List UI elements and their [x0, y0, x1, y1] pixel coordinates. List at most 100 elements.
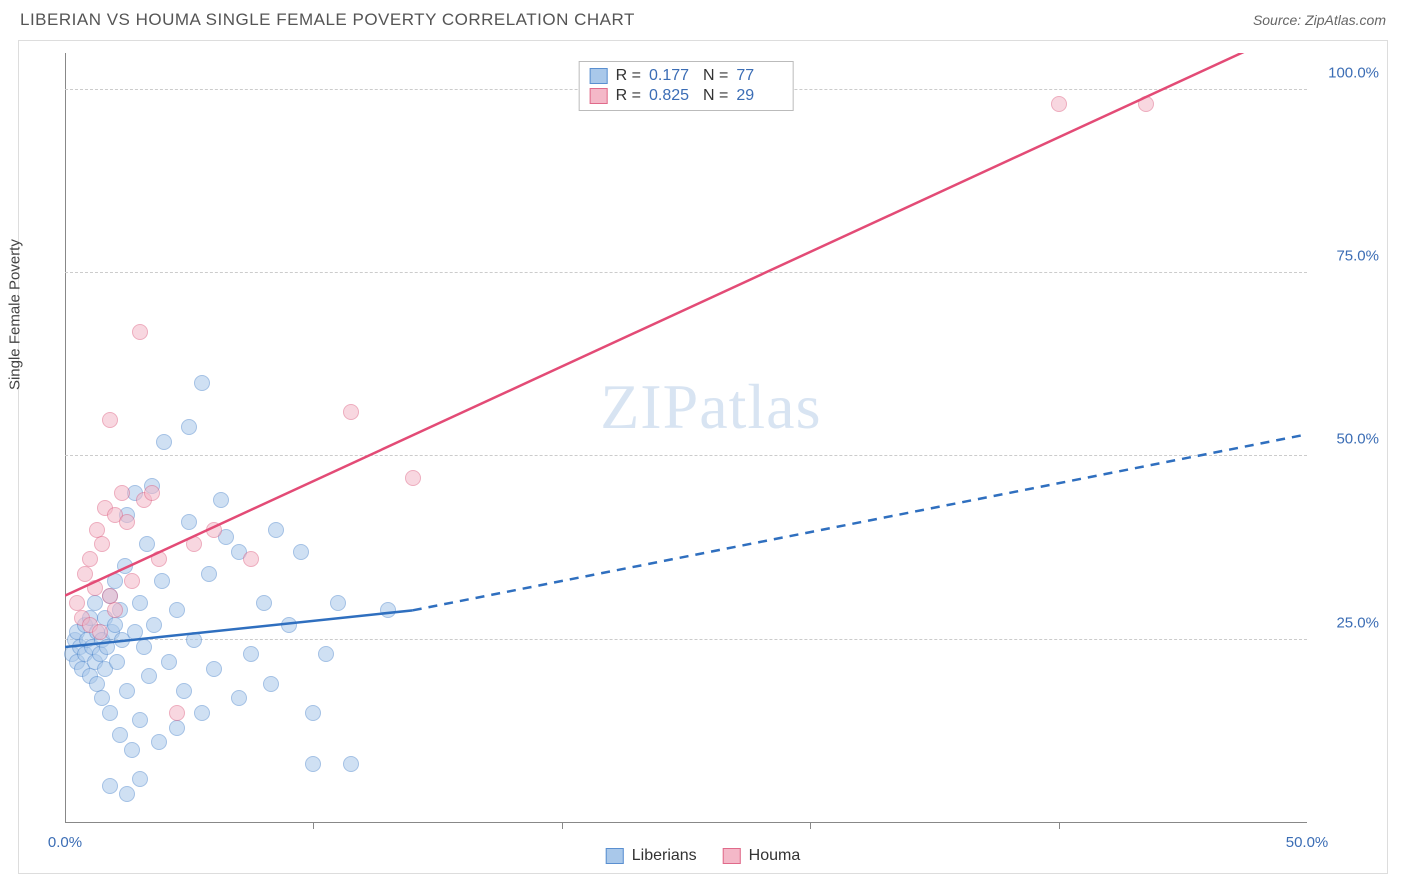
- scatter-point-liberians: [194, 375, 210, 391]
- scatter-point-liberians: [89, 676, 105, 692]
- x-tick: [1059, 823, 1060, 829]
- watermark: ZIPatlas: [600, 370, 821, 444]
- scatter-point-liberians: [109, 654, 125, 670]
- scatter-point-houma: [102, 412, 118, 428]
- scatter-point-houma: [1138, 96, 1154, 112]
- regression-lines: [65, 53, 1307, 823]
- scatter-point-liberians: [293, 544, 309, 560]
- scatter-point-liberians: [169, 602, 185, 618]
- scatter-point-houma: [343, 404, 359, 420]
- scatter-point-houma: [114, 485, 130, 501]
- scatter-point-liberians: [102, 778, 118, 794]
- y-axis: [65, 53, 66, 823]
- chart-title: LIBERIAN VS HOUMA SINGLE FEMALE POVERTY …: [20, 10, 635, 30]
- scatter-point-liberians: [243, 646, 259, 662]
- scatter-point-houma: [206, 522, 222, 538]
- scatter-point-liberians: [213, 492, 229, 508]
- scatter-point-liberians: [94, 690, 110, 706]
- y-tick-label: 100.0%: [1328, 64, 1379, 81]
- scatter-point-houma: [94, 536, 110, 552]
- scatter-point-liberians: [132, 771, 148, 787]
- y-tick-label: 50.0%: [1336, 431, 1379, 448]
- scatter-point-liberians: [305, 756, 321, 772]
- scatter-point-houma: [186, 536, 202, 552]
- scatter-point-liberians: [154, 573, 170, 589]
- scatter-point-liberians: [201, 566, 217, 582]
- scatter-point-liberians: [194, 705, 210, 721]
- legend-label-liberians: Liberians: [632, 847, 697, 865]
- scatter-point-liberians: [305, 705, 321, 721]
- scatter-point-liberians: [119, 683, 135, 699]
- scatter-point-houma: [69, 595, 85, 611]
- x-tick-label: 0.0%: [48, 834, 82, 851]
- scatter-point-houma: [82, 551, 98, 567]
- gridline: [65, 272, 1307, 273]
- scatter-point-liberians: [146, 617, 162, 633]
- scatter-point-liberians: [318, 646, 334, 662]
- source-credit: Source: ZipAtlas.com: [1253, 12, 1386, 28]
- scatter-point-liberians: [330, 595, 346, 611]
- legend-swatch-liberians-icon: [606, 848, 624, 864]
- scatter-point-liberians: [132, 712, 148, 728]
- x-tick: [810, 823, 811, 829]
- x-tick: [313, 823, 314, 829]
- legend-swatch-houma-icon: [590, 88, 608, 104]
- scatter-point-liberians: [102, 705, 118, 721]
- scatter-point-liberians: [161, 654, 177, 670]
- scatter-point-liberians: [268, 522, 284, 538]
- scatter-point-houma: [144, 485, 160, 501]
- scatter-point-liberians: [343, 756, 359, 772]
- scatter-point-houma: [77, 566, 93, 582]
- scatter-point-liberians: [206, 661, 222, 677]
- legend-swatch-houma-icon: [723, 848, 741, 864]
- scatter-point-liberians: [263, 676, 279, 692]
- scatter-point-houma: [87, 580, 103, 596]
- scatter-point-liberians: [380, 602, 396, 618]
- scatter-point-houma: [119, 514, 135, 530]
- scatter-point-liberians: [119, 786, 135, 802]
- legend-label-houma: Houma: [749, 847, 801, 865]
- legend-swatch-liberians-icon: [590, 68, 608, 84]
- scatter-point-liberians: [256, 595, 272, 611]
- chart-container: Single Female Poverty ZIPatlas R = 0.177…: [18, 40, 1388, 874]
- y-tick-label: 25.0%: [1336, 614, 1379, 631]
- scatter-point-liberians: [186, 632, 202, 648]
- scatter-point-liberians: [107, 617, 123, 633]
- scatter-point-liberians: [139, 536, 155, 552]
- scatter-point-liberians: [87, 595, 103, 611]
- scatter-point-liberians: [231, 690, 247, 706]
- scatter-point-liberians: [169, 720, 185, 736]
- scatter-point-houma: [107, 602, 123, 618]
- scatter-point-liberians: [181, 419, 197, 435]
- scatter-point-houma: [102, 588, 118, 604]
- x-axis: [65, 822, 1307, 823]
- scatter-point-houma: [89, 522, 105, 538]
- scatter-point-liberians: [127, 624, 143, 640]
- scatter-point-houma: [92, 624, 108, 640]
- correlation-legend: R = 0.177 N = 77 R = 0.825 N = 29: [579, 61, 794, 111]
- scatter-point-liberians: [107, 573, 123, 589]
- scatter-point-liberians: [141, 668, 157, 684]
- y-tick-label: 75.0%: [1336, 248, 1379, 265]
- scatter-point-liberians: [181, 514, 197, 530]
- scatter-point-liberians: [117, 558, 133, 574]
- scatter-point-liberians: [136, 639, 152, 655]
- scatter-point-houma: [124, 573, 140, 589]
- scatter-point-liberians: [156, 434, 172, 450]
- scatter-point-liberians: [132, 595, 148, 611]
- scatter-point-houma: [151, 551, 167, 567]
- scatter-point-houma: [169, 705, 185, 721]
- scatter-point-liberians: [281, 617, 297, 633]
- scatter-point-liberians: [151, 734, 167, 750]
- gridline: [65, 639, 1307, 640]
- scatter-point-liberians: [176, 683, 192, 699]
- scatter-point-liberians: [99, 639, 115, 655]
- scatter-point-houma: [1051, 96, 1067, 112]
- scatter-point-houma: [243, 551, 259, 567]
- scatter-point-houma: [132, 324, 148, 340]
- plot-area: ZIPatlas R = 0.177 N = 77 R = 0.825 N = …: [65, 53, 1307, 823]
- x-tick: [562, 823, 563, 829]
- scatter-point-houma: [405, 470, 421, 486]
- scatter-point-liberians: [124, 742, 140, 758]
- y-axis-label: Single Female Poverty: [7, 239, 24, 390]
